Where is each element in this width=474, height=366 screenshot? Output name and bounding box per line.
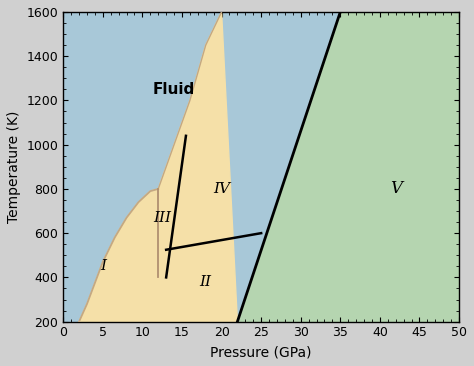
Y-axis label: Temperature (K): Temperature (K): [7, 111, 21, 223]
Text: II: II: [200, 275, 212, 289]
Text: III: III: [153, 211, 171, 225]
Text: I: I: [100, 259, 106, 273]
Text: IV: IV: [213, 182, 230, 196]
Polygon shape: [79, 12, 237, 322]
Text: Fluid: Fluid: [153, 82, 195, 97]
Text: V: V: [390, 180, 402, 197]
Polygon shape: [237, 12, 459, 322]
X-axis label: Pressure (GPa): Pressure (GPa): [210, 345, 312, 359]
